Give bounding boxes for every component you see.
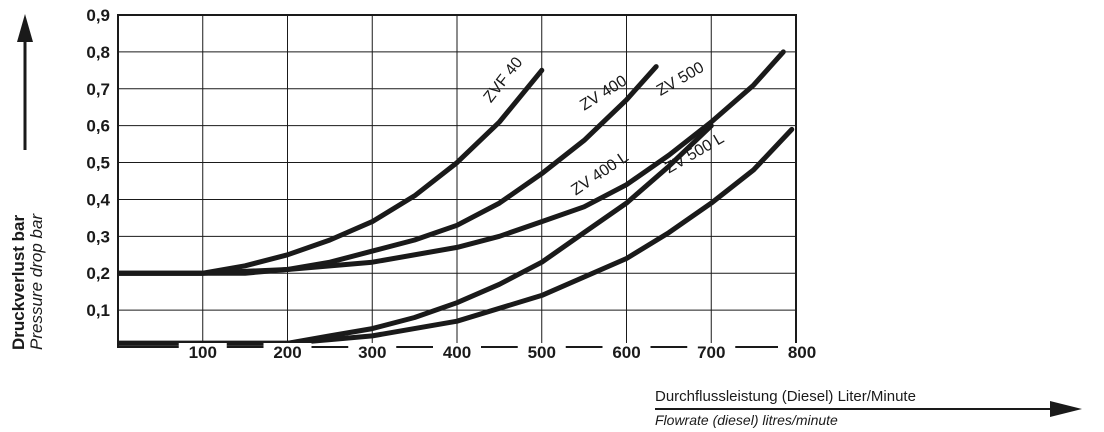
- y-tick-label: 0,8: [86, 43, 110, 62]
- x-tick-bg: [263, 343, 312, 363]
- y-tick-label: 0,2: [86, 264, 110, 283]
- x-axis-arrow: [655, 401, 1082, 417]
- x-tick-label: 500: [528, 343, 556, 362]
- x-axis-label: Durchflussleistung (Diesel) Liter/Minute: [655, 388, 916, 405]
- x-tick-label: 400: [443, 343, 471, 362]
- series-line: [118, 67, 545, 276]
- x-tick-label: 800: [788, 343, 816, 362]
- x-tick-bg: [687, 343, 736, 363]
- x-tick-label: 700: [697, 343, 725, 362]
- x-tick-bg: [778, 343, 826, 363]
- x-tick-labels: 100 200 300 400 500 600 700 800: [178, 343, 826, 363]
- x-tick-label: 300: [358, 343, 386, 362]
- series-lines: [118, 49, 795, 346]
- x-tick-bg: [178, 343, 227, 363]
- series-label: ZV 400 L: [568, 149, 631, 199]
- y-tick-labels: 0,1 0,2 0,3 0,4 0,5 0,6 0,7 0,8 0,9: [86, 6, 110, 320]
- y-tick-label: 0,9: [86, 6, 110, 25]
- grid: [118, 15, 796, 347]
- x-tick-bg: [602, 343, 651, 363]
- x-tick-label: 200: [273, 343, 301, 362]
- x-tick-label: 600: [612, 343, 640, 362]
- y-axis-arrow: [17, 14, 33, 150]
- y-tick-label: 0,5: [86, 154, 110, 173]
- x-tick-bg: [433, 343, 481, 363]
- series-label: ZV 500: [654, 59, 707, 100]
- x-tick-bg: [348, 343, 397, 363]
- series-line: [118, 49, 786, 276]
- x-axis-label-en: Flowrate (diesel) litres/minute: [655, 412, 838, 428]
- x-tick-bg: [517, 343, 566, 363]
- series-line: [118, 64, 659, 276]
- y-tick-label: 0,4: [86, 190, 110, 209]
- series-label: ZV 400: [577, 72, 630, 114]
- y-axis-label-en: Pressure drop bar: [27, 213, 46, 350]
- y-tick-label: 0,3: [86, 227, 110, 246]
- y-tick-label: 0,7: [86, 80, 110, 99]
- y-tick-label: 0,6: [86, 117, 110, 136]
- y-axis-label: Druckverlust bar: [9, 215, 28, 350]
- y-tick-label: 0,1: [86, 301, 110, 320]
- x-tick-label: 100: [189, 343, 217, 362]
